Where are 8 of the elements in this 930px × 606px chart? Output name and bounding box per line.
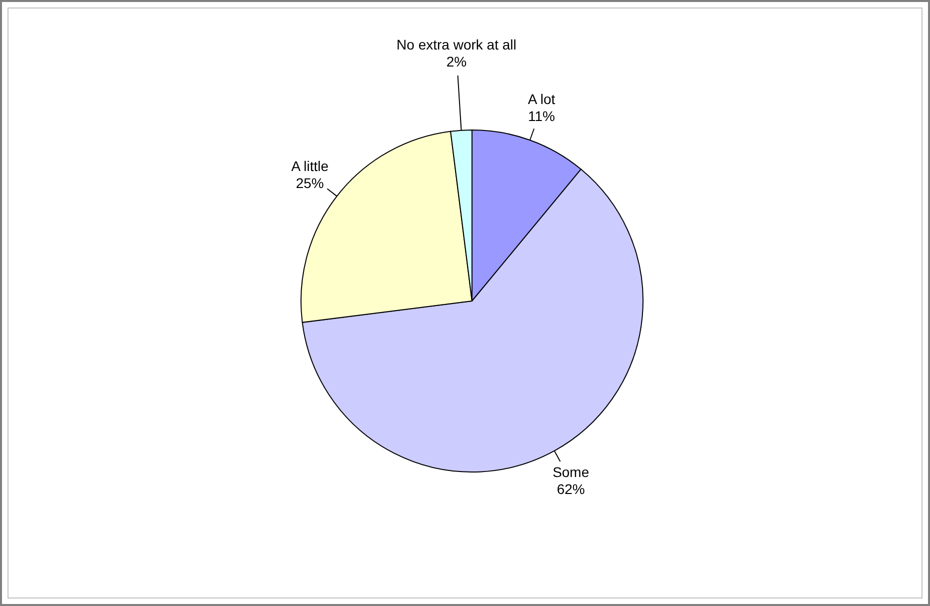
slice-label: A little [291,158,329,174]
data-label: 62% [556,480,585,497]
data-label: 25% [296,175,324,192]
data-label: 11% [528,108,555,124]
data-label: 2% [446,54,467,70]
slice-label: A lot [528,90,556,107]
slice-label: No extra work at all [396,36,516,53]
slice-label: Some [552,464,590,480]
